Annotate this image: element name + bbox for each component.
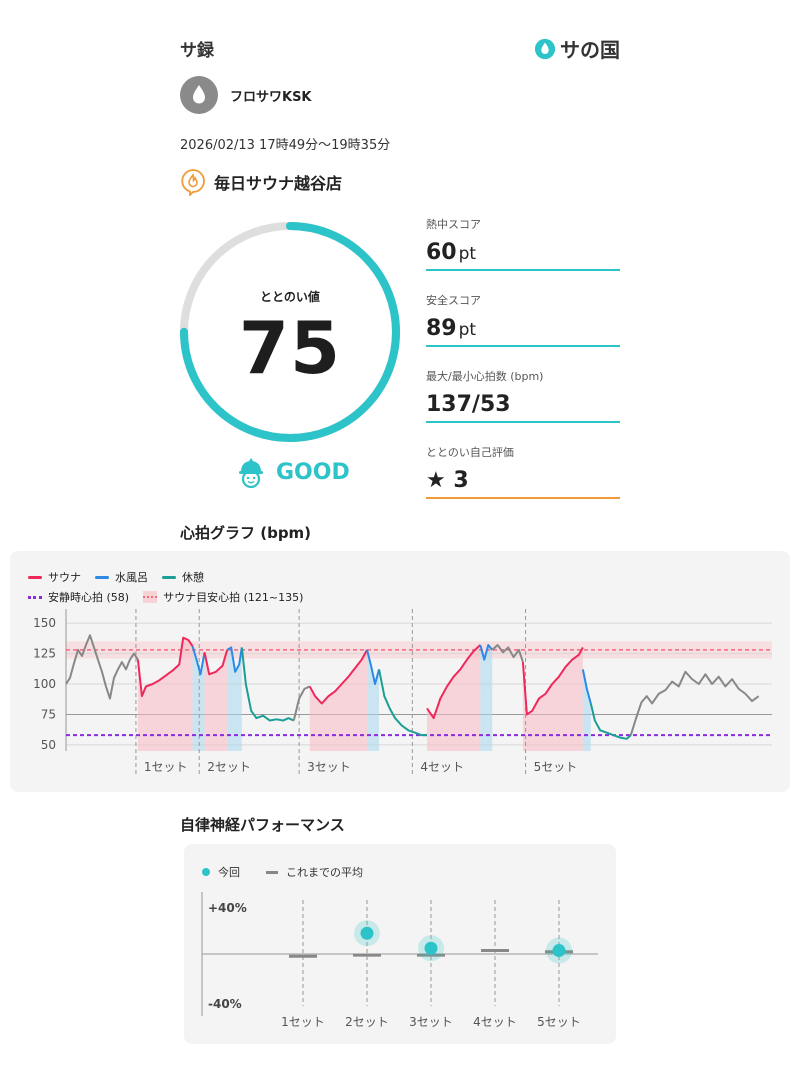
brand-logo: サの国 <box>534 34 620 63</box>
user-row[interactable]: フロサワKSK <box>180 76 312 114</box>
stat-value: 60 pt <box>426 240 477 265</box>
status-badge: GOOD <box>236 456 350 488</box>
sauna-area-fill <box>204 649 228 751</box>
water-hr-line <box>191 645 206 676</box>
y-tick-label: 125 <box>33 647 56 661</box>
session-datetime: 2026/02/13 17時49分〜19時35分 <box>180 138 391 153</box>
y-tick-label: 75 <box>41 707 56 721</box>
legend-average: これまでの平均 <box>286 866 363 879</box>
water-area-fill <box>227 647 242 751</box>
brand-name: サの国 <box>560 38 620 62</box>
page-title: サ録 <box>180 41 214 61</box>
y-tick-label: -40% <box>208 997 242 1011</box>
facility-row[interactable]: 毎日サウナ越谷店 <box>180 168 342 196</box>
avatar[interactable] <box>180 76 218 114</box>
other-hr-line <box>629 670 760 736</box>
rest-hr-line <box>378 669 427 737</box>
set-label: 3セット <box>307 760 351 774</box>
stat-value: ★ 3 <box>426 468 469 493</box>
y-tick-label: 100 <box>33 677 56 691</box>
x-tick-label: 4セット <box>473 1015 517 1029</box>
sauna-area-fill <box>522 647 583 751</box>
heart-section-title: 心拍グラフ (bpm) <box>180 524 312 542</box>
water-hr-line <box>226 646 243 673</box>
stat-label: 安全スコア <box>426 294 481 307</box>
other-hr-line <box>491 644 524 663</box>
set-label: 4セット <box>420 760 464 774</box>
ans-legend: 今回 これまでの平均 <box>202 864 363 880</box>
ans-chart-card: 今回 これまでの平均 +40% -40% 1セット 2セット 3セット 4セット 5セット <box>184 844 616 1044</box>
stat-heart-rate: 最大/最小心拍数 (bpm) 137/53 <box>426 368 620 423</box>
sauna-area-fill <box>426 645 481 751</box>
set-label: 1セット <box>144 760 188 774</box>
water-area-fill <box>480 645 493 751</box>
set-label: 2セット <box>207 760 251 774</box>
y-tick-label: 150 <box>33 616 56 630</box>
ring-progress <box>180 222 400 442</box>
x-tick-label: 5セット <box>537 1015 581 1029</box>
stat-value: 89 pt <box>426 316 477 341</box>
stat-label: 最大/最小心拍数 (bpm) <box>426 370 544 383</box>
heart-chart-card: サウナ 水風呂 休憩 安静時心拍 (58) サウナ目安心拍 (121~135) … <box>10 551 790 792</box>
legend-dot-current <box>202 868 210 876</box>
rest-hr-line <box>589 703 632 740</box>
sauna-hr-line <box>203 649 229 676</box>
y-tick-label: 50 <box>41 738 56 752</box>
sauna-hr-line <box>308 649 368 705</box>
chart-legend: サウナ 水風呂 休憩 安静時心拍 (58) サウナ目安心拍 (121~135) <box>28 569 303 605</box>
username[interactable]: フロサワKSK <box>230 89 312 105</box>
other-hr-line <box>65 634 139 700</box>
water-area-fill <box>582 669 591 751</box>
stat-self-rating[interactable]: ととのい自己評価 ★ 3 <box>426 444 620 499</box>
stat-safety-score: 安全スコア 89 pt <box>426 292 620 347</box>
stat-value: 137/53 <box>426 392 511 417</box>
legend-sauna-target: サウナ目安心拍 (121~135) <box>143 589 303 605</box>
x-tick-label: 3セット <box>409 1015 453 1029</box>
legend-resting-hr: 安静時心拍 (58) <box>28 589 129 605</box>
heart-rate-chart: 150 125 100 75 50 1セット 2セット 3セット 4セット 5セット <box>33 609 772 777</box>
totonoi-ring <box>180 222 400 442</box>
ans-section-title: 自律神経パフォーマンス <box>180 816 345 834</box>
sauna-hat-face-icon <box>239 458 263 488</box>
legend-sauna: サウナ <box>28 569 81 585</box>
stat-heat-score: 熱中スコア 60 pt <box>426 216 620 271</box>
status-text: GOOD <box>276 459 350 485</box>
x-tick-label: 2セット <box>345 1015 389 1029</box>
other-hr-line <box>292 685 311 721</box>
fire-pin-icon <box>181 169 205 196</box>
drop-icon <box>193 85 205 104</box>
water-area-fill <box>367 649 380 751</box>
legend-water: 水風呂 <box>95 569 148 585</box>
legend-bar-average <box>266 870 278 874</box>
sauna-area-fill <box>309 649 368 751</box>
water-hr-line <box>479 644 494 661</box>
sauna-hr-line <box>426 644 481 720</box>
legend-current: 今回 <box>218 866 240 879</box>
set-label: 5セット <box>534 760 578 774</box>
totonoi-value: 75 <box>238 306 342 390</box>
sauna-hr-line <box>521 646 584 716</box>
rest-hr-line <box>240 647 295 722</box>
water-hr-line <box>581 669 592 704</box>
stat-label: ととのい自己評価 <box>426 446 514 459</box>
current-point <box>552 944 566 958</box>
water-hr-line <box>366 649 381 685</box>
drop-icon <box>534 38 556 59</box>
current-point <box>360 926 374 940</box>
totonoi-label: ととのい値 <box>260 290 320 304</box>
ans-chart: +40% -40% 1セット 2セット 3セット 4セット 5セット <box>201 892 598 1029</box>
sauna-hr-line <box>136 636 194 698</box>
x-tick-label: 1セット <box>281 1015 325 1029</box>
stat-label: 熱中スコア <box>426 218 481 231</box>
facility-name[interactable]: 毎日サウナ越谷店 <box>214 174 343 193</box>
legend-rest: 休憩 <box>162 569 204 585</box>
y-tick-label: +40% <box>208 901 247 915</box>
current-point <box>424 941 438 955</box>
